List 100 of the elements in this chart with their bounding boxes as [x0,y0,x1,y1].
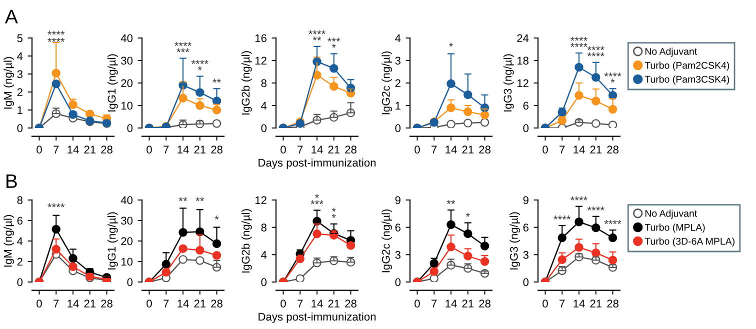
x-tick-label: 28 [211,300,222,308]
x-tick-label: 7 [298,300,303,308]
y-tick-label: 6 [523,102,528,110]
x-tick-label: 28 [607,300,618,308]
text: A [4,10,18,24]
legend-label: Turbo (Pam2CSK4) [644,62,730,71]
point [592,119,600,128]
x-tick-label: 21 [328,146,340,154]
annotation: ** [446,200,456,204]
y-tick-label: 1 [396,102,400,110]
x-tick-label: 28 [211,146,222,154]
y-tick-label: 3 [395,250,400,259]
annotation: **** [570,196,588,200]
x-tick-label: 28 [345,146,356,154]
y-tick-label: 40 [120,196,133,204]
y-tick-label: 4 [17,52,23,60]
annotation: * [198,66,202,70]
y-tick-label: 3 [17,70,22,78]
x-tick-label: 0 [542,300,548,308]
x-tick-label: 0 [280,146,286,154]
y-axis-title: IgG3 (ng/µl) [503,54,514,112]
point [212,119,222,128]
annotation: * [466,212,470,217]
annotation: **** [587,52,604,56]
point [212,250,222,260]
annotation: **** [587,46,604,50]
y-tick-label: 4 [395,34,401,42]
x-tick-label: 7 [164,300,169,308]
y-tick-label: 30 [121,216,133,225]
y-tick-label: 0 [523,278,529,286]
point [296,274,304,282]
x-tick-label: 7 [54,300,59,308]
x-tick-label: 28 [101,146,112,154]
point [346,241,356,250]
y-tick-label: 18 [517,56,528,65]
x-tick-label: 0 [414,146,420,154]
y-tick-label: 4 [261,251,267,259]
x-tick-label: 21 [462,300,474,308]
point [480,118,490,127]
y-tick-label: 5 [17,34,23,42]
point [464,118,472,128]
annotation: * [332,44,336,48]
x-tick-label: 14 [68,146,79,154]
x-tick-label: 0 [414,300,420,308]
text: * [315,194,319,198]
annotation: **** [604,220,622,224]
point [178,255,188,264]
annotation: *** [310,200,324,204]
x-tick-label: 21 [194,146,206,154]
y-axis-title: IgG2c (ng/µl) [382,51,392,114]
x-tick-label: 21 [590,300,602,308]
y-tick-label: 0 [261,124,267,132]
y-tick-label: 2 [17,88,22,96]
x-tick-label: 28 [479,300,490,308]
legend-label: No Adjuvant [645,210,698,219]
x-tick-label: 7 [298,146,303,154]
y-tick-label: 16 [255,34,266,42]
x-tick-label: 14 [178,146,189,154]
x-tick-label: 0 [36,146,42,154]
annotation: * [332,208,336,212]
x-tick-label: 21 [590,146,602,154]
x-tick-label: 28 [345,300,356,308]
annotation: * [449,42,453,47]
y-tick-label: 12 [517,79,528,88]
x-tick-label: 14 [312,146,323,154]
y-tick-label: 20 [121,237,133,246]
y-tick-label: 8 [261,224,266,232]
y-tick-label: 9 [523,196,528,204]
y-tick-label: 10 [121,258,133,266]
x-tick-label: 28 [479,146,490,154]
point [178,244,188,253]
y-tick-label: 2 [17,258,22,266]
point [162,268,170,277]
y-tick-label: 0 [127,124,133,132]
y-tick-label: 12 [255,56,266,65]
x-tick-label: 14 [574,146,585,154]
x-tick-label: 0 [146,300,152,308]
point [52,80,60,88]
y-axis-title: IgM (ng/µl) [4,215,14,267]
legend-label: Turbo (Pam3CSK4) [644,76,730,85]
point [296,254,304,264]
x-tick-label: 21 [84,146,96,154]
y-tick-label: 0 [17,278,23,286]
x-tick-label: 28 [607,146,618,154]
annotation: ** [178,197,188,202]
x-tick-label: 21 [84,300,96,308]
legend-label: Turbo (3D-6A MPLA) [644,238,734,247]
x-tick-label: 14 [68,300,79,308]
y-tick-label: 8 [17,196,22,204]
annotation: * [610,78,615,83]
x-tick-label: 14 [312,300,323,308]
annotation: **** [604,72,622,76]
text: B [6,174,17,188]
x-tick-label: 7 [432,146,437,154]
x-tick-label: 0 [280,300,286,308]
x-tick-label: 7 [560,146,565,154]
y-tick-label: 6 [17,216,22,225]
legend-label: Turbo (MPLA) [644,224,705,233]
y-tick-label: 20 [121,79,133,88]
y-tick-label: 24 [517,34,529,42]
